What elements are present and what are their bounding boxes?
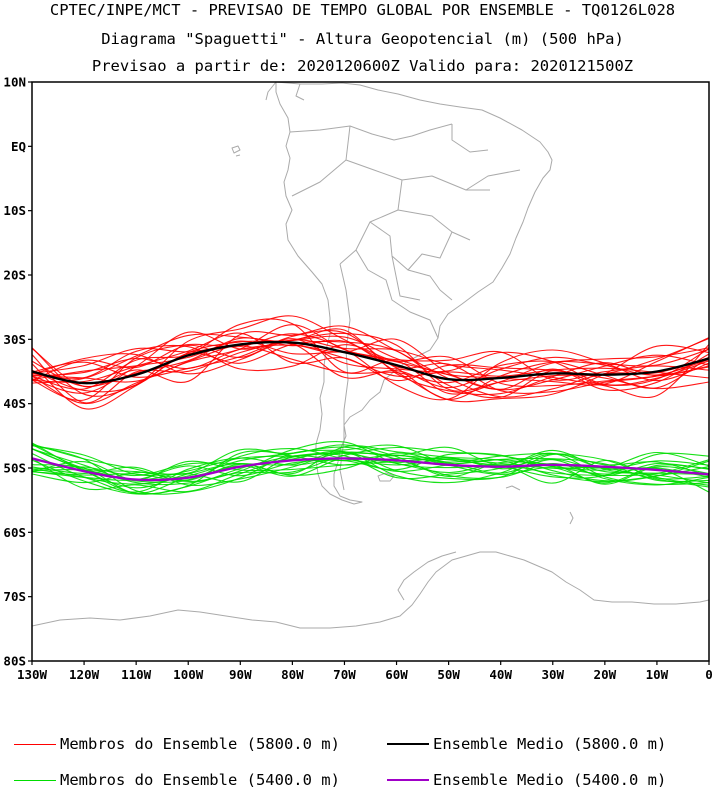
- lon-tick-label: 20W: [594, 667, 617, 682]
- lat-tick-label: 40S: [3, 396, 26, 411]
- lat-tick-label: 60S: [3, 525, 26, 540]
- red-thin-line-icon: [14, 743, 56, 745]
- legend-label: Ensemble Medio (5800.0 m): [433, 735, 667, 753]
- green-thin-line-icon: [14, 779, 56, 781]
- ensemble-mean-5400-line: [31, 457, 710, 482]
- member-contour-5800: [31, 324, 710, 405]
- legend-item-mean-5400: Ensemble Medio (5400.0 m): [387, 771, 666, 789]
- lat-tick-label: 10N: [3, 75, 26, 90]
- lon-tick-label: 50W: [437, 667, 460, 682]
- legend-label: Membros do Ensemble (5400.0 m): [60, 771, 340, 789]
- lat-tick-label: 10S: [3, 203, 26, 218]
- purple-thick-line-icon: [387, 779, 429, 781]
- lon-tick-label: 80W: [281, 667, 304, 682]
- member-contour-5400: [31, 444, 710, 495]
- member-contour-5800: [31, 331, 710, 394]
- member-contour-5400: [31, 445, 710, 483]
- south-america-coastline: [275, 81, 553, 505]
- lat-tick-label: 20S: [3, 268, 26, 283]
- member-contour-5400: [31, 443, 710, 482]
- black-thick-line-icon: [387, 743, 429, 745]
- member-contour-5800: [31, 318, 710, 395]
- member-contour-5800: [31, 333, 710, 384]
- legend-item-members-5800: Membros do Ensemble (5800.0 m): [14, 735, 340, 753]
- antarctic-peninsula: [397, 551, 457, 601]
- ensemble-mean-5800-line: [31, 340, 710, 385]
- lon-tick-label: 30W: [541, 667, 564, 682]
- lat-tick-label: 70S: [3, 589, 26, 604]
- map-frame: [31, 81, 710, 662]
- members-5800-layer: [31, 315, 710, 410]
- legend-item-mean-5800: Ensemble Medio (5800.0 m): [387, 735, 666, 753]
- title-line-1: CPTEC/INPE/MCT - PREVISAO DE TEMPO GLOBA…: [49, 1, 676, 19]
- legend-label: Membros do Ensemble (5800.0 m): [60, 735, 340, 753]
- antarctica-coastline: [31, 551, 710, 629]
- legend-item-members-5400: Membros do Ensemble (5400.0 m): [14, 771, 340, 789]
- member-contour-5800: [31, 340, 710, 381]
- member-contour-5400: [31, 442, 710, 489]
- member-contour-5400: [31, 446, 710, 487]
- south-georgia: [505, 485, 574, 525]
- lat-tick-label: 50S: [3, 461, 26, 476]
- country-borders: [289, 123, 521, 491]
- lon-tick-label: 120W: [69, 667, 100, 682]
- member-contour-5800: [31, 344, 710, 387]
- lon-tick-label: 0: [705, 667, 713, 682]
- member-contour-5400: [31, 457, 710, 493]
- lon-tick-label: 70W: [333, 667, 356, 682]
- member-contour-5800: [31, 335, 710, 386]
- members-5400-layer: [31, 441, 710, 495]
- galapagos-islands: [231, 145, 241, 157]
- coastlines-layer: [31, 81, 710, 629]
- lat-tick-label: EQ: [11, 139, 26, 154]
- legend-label: Ensemble Medio (5400.0 m): [433, 771, 667, 789]
- lon-tick-label: 130W: [17, 667, 48, 682]
- title-line-2: Diagrama "Spaguetti" - Altura Geopotenci…: [101, 30, 624, 48]
- lon-tick-label: 90W: [229, 667, 252, 682]
- central-america-coastline: [265, 81, 305, 101]
- member-contour-5800: [31, 328, 710, 410]
- title-line-3: Previsao a partir de: 2020120600Z Valido…: [91, 57, 634, 75]
- lon-tick-label: 40W: [489, 667, 512, 682]
- lon-tick-label: 10W: [646, 667, 669, 682]
- ensemble-mean-layer: [31, 340, 710, 482]
- lat-tick-label: 80S: [3, 654, 26, 669]
- lat-tick-label: 30S: [3, 332, 26, 347]
- lon-tick-label: 60W: [385, 667, 408, 682]
- lon-tick-label: 100W: [173, 667, 204, 682]
- lon-tick-label: 110W: [121, 667, 152, 682]
